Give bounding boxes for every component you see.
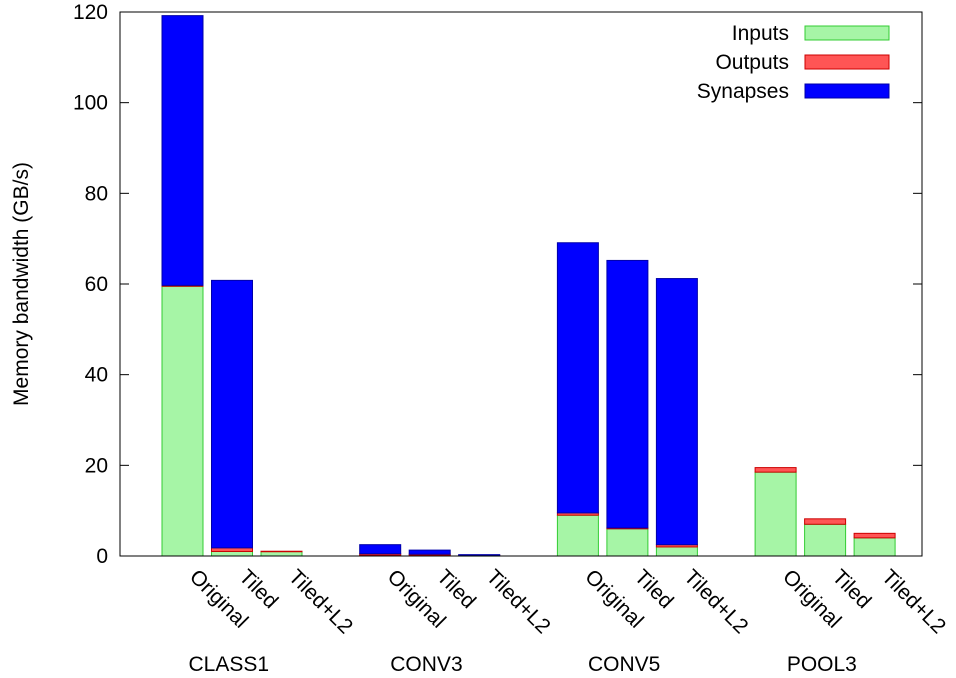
- y-tick-label: 40: [85, 364, 108, 387]
- x-group-label: CONV5: [588, 653, 660, 676]
- bar-outputs-class1-tiled-l2: [260, 550, 303, 553]
- x-category-label: Tiled+L2: [284, 565, 357, 638]
- y-tick-label: 20: [85, 454, 108, 477]
- y-tick-label: 120: [73, 1, 108, 24]
- x-group-label: POOL3: [787, 653, 857, 676]
- y-tick-label: 0: [96, 545, 108, 568]
- y-tick-label: 80: [85, 182, 108, 205]
- bar-outputs-pool3-tiled-l2: [853, 532, 896, 539]
- legend-label-inputs: Inputs: [732, 22, 789, 45]
- bar-inputs-conv5-tiled: [606, 528, 649, 557]
- bar-synapses-conv3-original: [359, 544, 402, 555]
- x-group-label: CONV3: [390, 653, 462, 676]
- x-group-label: CLASS1: [188, 653, 269, 676]
- bar-inputs-pool3-tiled-l2: [853, 537, 896, 557]
- bar-inputs-pool3-tiled: [804, 523, 847, 557]
- bar-synapses-conv5-tiled-l2: [655, 278, 698, 546]
- bar-synapses-class1-tiled: [211, 279, 253, 549]
- bar-outputs-pool3-original: [754, 467, 797, 473]
- bar-outputs-pool3-tiled: [804, 518, 847, 525]
- legend-label-outputs: Outputs: [715, 51, 789, 74]
- legend-label-synapses: Synapses: [697, 80, 789, 103]
- bar-synapses-conv5-tiled: [606, 259, 649, 529]
- bar-inputs-conv5-original: [556, 514, 599, 557]
- bar-inputs-class1-tiled: [211, 550, 253, 557]
- legend-swatch-outputs: [804, 54, 890, 70]
- bar-inputs-conv5-tiled-l2: [655, 546, 698, 557]
- y-tick-label: 100: [73, 92, 108, 115]
- legend: Inputs Outputs Synapses: [697, 22, 890, 103]
- bar-synapses-class1-original: [161, 15, 204, 286]
- bar-inputs-class1-original: [161, 285, 204, 557]
- x-category-label: Tiled+L2: [482, 565, 555, 638]
- x-category-label: Tiled+L2: [877, 565, 950, 638]
- bar-synapses-conv3-tiled-l2: [458, 554, 501, 556]
- legend-swatch-synapses: [804, 83, 890, 99]
- y-axis-title: Memory bandwidth (GB/s): [10, 162, 33, 406]
- x-category-label: Tiled+L2: [679, 565, 752, 638]
- bar-inputs-pool3-original: [754, 471, 797, 557]
- bar-synapses-conv3-tiled: [408, 549, 451, 555]
- y-tick-label: 60: [85, 273, 108, 296]
- bar-outputs-class1-tiled: [211, 547, 253, 552]
- bar-synapses-conv5-original: [556, 242, 599, 514]
- legend-swatch-inputs: [804, 25, 890, 41]
